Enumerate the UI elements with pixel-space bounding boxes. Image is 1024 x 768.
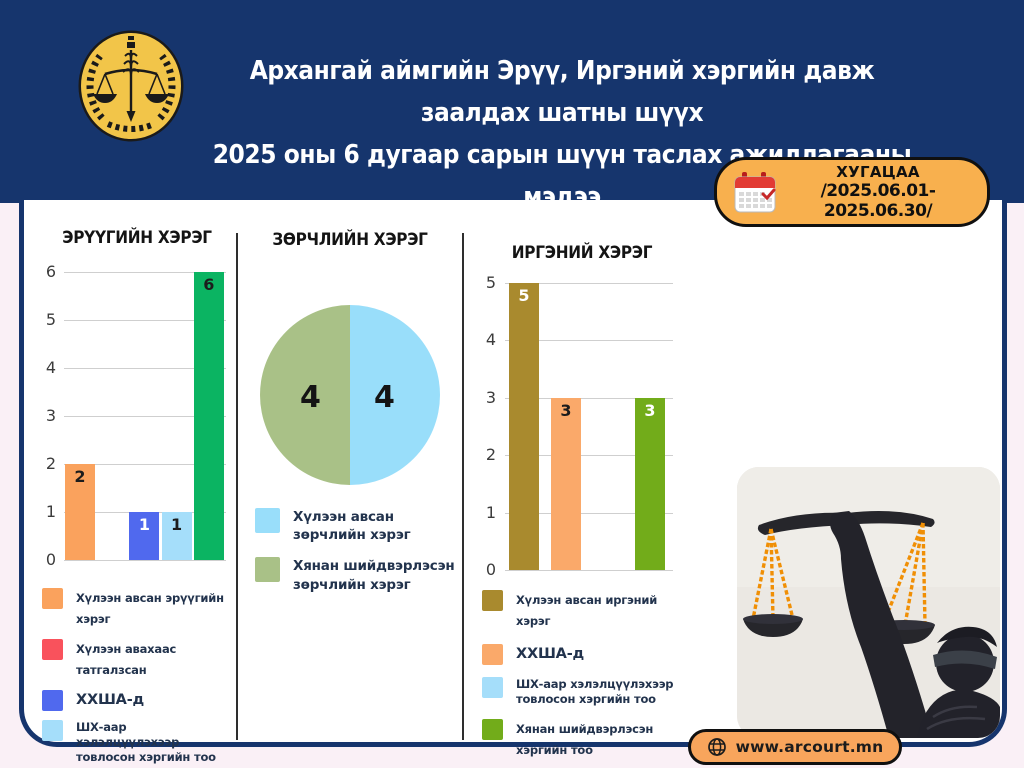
bar-3: 3 (635, 397, 665, 570)
period-badge: ХУГАЦАА /2025.06.01-2025.06.30/ (714, 157, 990, 227)
gridline (505, 455, 673, 457)
gridline (505, 512, 673, 514)
y-tick-label: 1 (45, 502, 56, 521)
legend-swatch (482, 718, 503, 740)
globe-icon (707, 738, 726, 756)
legend-label: Хянан шийдвэрлэсэн зөрчлийн хэрэг (293, 558, 455, 593)
y-tick-label: 2 (45, 454, 56, 473)
legend-label: ШХ-аар хэлэлцүүлэхээр товлосон хэргийн т… (76, 720, 216, 764)
y-tick-label: 3 (45, 406, 56, 425)
website-badge[interactable]: www.arcourt.mn (688, 729, 902, 765)
y-tick-label: 5 (45, 310, 56, 329)
gridline (505, 283, 673, 284)
gridline (505, 340, 673, 342)
legend-swatch (482, 644, 503, 665)
legend-label: ШХ-аар хэлэлцүүлэхээр товлосон хэргийн т… (516, 677, 674, 706)
bar-4: 6 (193, 272, 224, 560)
gridline (505, 570, 673, 571)
legend-swatch (482, 590, 503, 611)
legend-swatch (42, 588, 63, 609)
legend-swatch (42, 639, 63, 660)
chart-title-criminal: ЭРҮҮГИЙН ХЭРЭГ (62, 228, 212, 248)
legend-label: Хүлээн авахаас татгалзсан (76, 642, 177, 677)
gridline (64, 560, 226, 561)
gridline (64, 416, 226, 417)
bar-0: 5 (509, 283, 539, 570)
lady-justice-illustration (737, 467, 1000, 738)
section-divider-2 (462, 233, 464, 740)
calendar-icon (734, 172, 776, 213)
legend-item: ХХША-д (42, 690, 227, 711)
legend-label: Хүлээн авсан иргэний хэрэг (516, 593, 658, 628)
gridline (64, 368, 226, 369)
gridline (505, 397, 673, 399)
section-divider-1 (236, 233, 238, 740)
criminal-bar-chart: 2 1 1 6 (64, 272, 226, 561)
page-title: Архангай аймгийн Эрүү, Иргэний хэргийн д… (193, 50, 931, 218)
y-tick-label: 4 (485, 330, 496, 350)
legend-label: Хүлээн авсан эрүүгийн хэрэг (76, 591, 224, 626)
gridline (64, 272, 226, 273)
title-line-1: Архангай аймгийн Эрүү, Иргэний хэргийн д… (249, 56, 875, 128)
legend-swatch (255, 508, 280, 533)
criminal-y-axis: 0 1 2 3 4 5 6 (30, 262, 56, 569)
bar-value-label: 3 (644, 400, 656, 420)
y-tick-label: 2 (485, 445, 496, 465)
criminal-legend: Хүлээн авсан эрүүгийн хэрэг Хүлээн авахаа… (42, 588, 227, 768)
legend-item: ХХША-д (482, 644, 697, 665)
header-banner: Архангай аймгийн Эрүү, Иргэний хэргийн д… (0, 0, 1024, 212)
lady-justice-photo (737, 467, 1000, 738)
period-range: /2025.06.01-2025.06.30/ (820, 181, 936, 221)
legend-swatch (482, 677, 503, 698)
legend-item: Хүлээн авсан эрүүгийн хэрэг (42, 588, 227, 630)
gridline (64, 320, 226, 321)
legend-item: Хянан шийдвэрлэсэн зөрчлийн хэрэг (255, 557, 455, 593)
chart-title-violation: ЗӨРЧЛИЙН ХЭРЭГ (272, 230, 428, 250)
bar-2: 1 (129, 512, 160, 560)
period-label: ХУГАЦАА (836, 163, 920, 181)
legend-item: Хүлээн авсан иргэний хэрэг (482, 590, 697, 632)
y-tick-label: 0 (485, 560, 496, 579)
violation-pie-chart (260, 305, 440, 485)
legend-item: ШХ-аар хэлэлцүүлэхээр товлосон хэргийн т… (482, 677, 697, 707)
legend-label: ХХША-д (516, 646, 585, 662)
legend-item: Хүлээн авсан зөрчлийн хэрэг (255, 508, 455, 544)
legend-swatch (255, 557, 280, 583)
civil-y-axis: 0 1 2 3 4 5 (472, 273, 496, 579)
bar-1: 3 (551, 397, 581, 570)
court-emblem-logo (78, 30, 184, 142)
legend-swatch (42, 720, 63, 741)
bar-value-label: 6 (203, 275, 215, 294)
gridline (64, 464, 226, 465)
legend-item: ШХ-аар хэлэлцүүлэхээр товлосон хэргийн т… (42, 720, 227, 765)
chart-title-civil: ИРГЭНИЙ ХЭРЭГ (511, 243, 653, 263)
pie-value-resolved: 4 (300, 380, 321, 415)
y-tick-label: 4 (45, 358, 56, 377)
website-url: www.arcourt.mn (735, 738, 884, 756)
pie-value-received: 4 (374, 380, 395, 415)
civil-bar-chart: 5 3 3 (505, 283, 673, 571)
legend-item: Хүлээн авахаас татгалзсан (42, 639, 227, 681)
y-tick-label: 6 (45, 262, 56, 281)
legend-swatch (42, 690, 63, 711)
civil-legend: Хүлээн авсан иргэний хэрэг ХХША-д ШХ-аар х… (482, 590, 697, 761)
legend-label: Хянан шийдвэрлэсэн хэргийн тоо (516, 721, 654, 757)
bar-value-label: 1 (171, 515, 183, 534)
bar-value-label: 2 (74, 467, 86, 486)
bar-value-label: 5 (518, 286, 530, 305)
bar-value-label: 3 (560, 400, 572, 420)
legend-label: ХХША-д (76, 692, 145, 708)
legend-label: Хүлээн авсан зөрчлийн хэрэг (293, 509, 411, 544)
bar-3: 1 (161, 512, 192, 560)
y-tick-label: 3 (485, 387, 496, 407)
y-tick-label: 1 (485, 502, 496, 522)
bar-0: 2 (65, 464, 95, 560)
y-tick-label: 0 (45, 550, 56, 569)
bar-value-label: 1 (138, 515, 150, 534)
violation-legend: Хүлээн авсан зөрчлийн хэрэг Хянан шийдвэр… (255, 508, 455, 594)
legend-item: Хянан шийдвэрлэсэн хэргийн тоо (482, 718, 697, 761)
y-tick-label: 5 (485, 273, 496, 292)
